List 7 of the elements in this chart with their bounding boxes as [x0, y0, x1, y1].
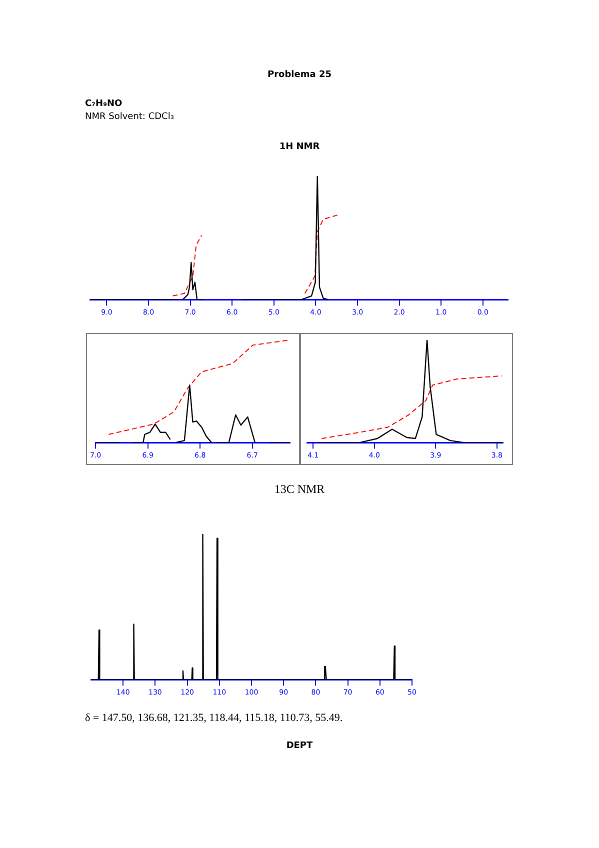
text: δ = 147.50, 136.68, 121.35, 118.44, 115.18, 110.73, 55.49. [85, 712, 343, 724]
text: DEPT [285, 741, 314, 751]
chart-title: 1H NMR [278, 142, 321, 152]
text: C₇H₉NO [85, 99, 122, 109]
chart-title: 13C NMR [273, 482, 326, 497]
text: NMR Solvent: CDCl₃ [85, 112, 174, 122]
text: Problema 25 [266, 70, 332, 80]
